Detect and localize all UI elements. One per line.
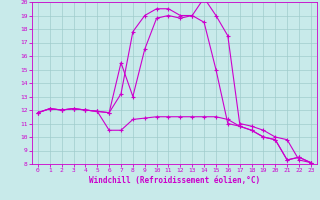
X-axis label: Windchill (Refroidissement éolien,°C): Windchill (Refroidissement éolien,°C) bbox=[89, 176, 260, 185]
